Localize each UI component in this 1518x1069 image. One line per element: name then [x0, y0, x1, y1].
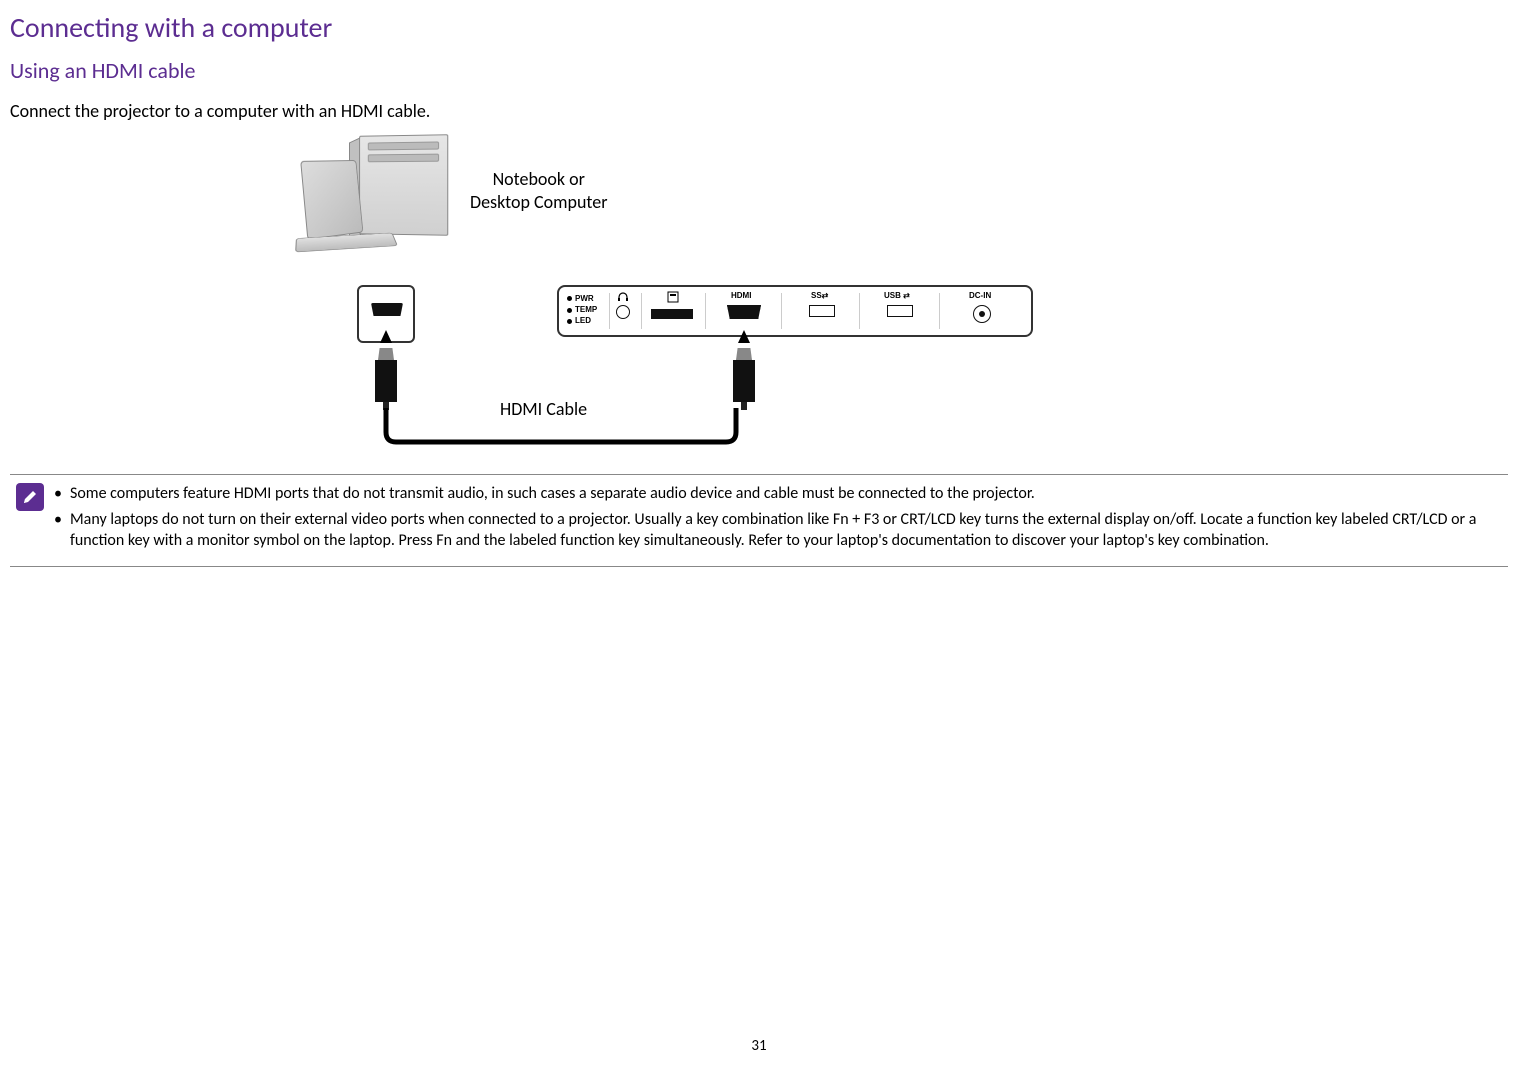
note-item: Some computers feature HDMI ports that d… — [54, 483, 1502, 505]
panel-separator — [781, 293, 782, 329]
note-item: Many laptops do not turn on their extern… — [54, 509, 1502, 552]
sd-slot — [651, 309, 693, 319]
panel-separator — [609, 293, 610, 329]
note-box: Some computers feature HDMI ports that d… — [10, 474, 1508, 567]
led-pwr: PWR — [575, 294, 594, 303]
pencil-note-icon — [16, 483, 44, 511]
ss-usb-port — [809, 305, 835, 317]
desktop-tower — [359, 134, 448, 236]
panel-separator — [705, 293, 706, 329]
panel-separator — [641, 293, 642, 329]
dcin-port — [973, 305, 991, 323]
panel-separator — [859, 293, 860, 329]
panel-led-column: PWR TEMP LED — [567, 293, 597, 327]
page-number: 31 — [0, 1037, 1518, 1055]
hdmi-port — [727, 305, 761, 319]
dcin-label: DC-IN — [969, 291, 991, 300]
arrow-into-computer-port — [380, 330, 392, 343]
laptop-lid — [300, 160, 363, 240]
page-title: Connecting with a computer — [10, 10, 1508, 45]
usb-label: USB ⇄ — [884, 291, 910, 300]
hdmi-plug-left — [375, 360, 397, 402]
headphone-icon — [617, 291, 629, 305]
ss-usb-label: SS⇄ — [811, 291, 828, 300]
hdmi-cable-label: HDMI Cable — [500, 398, 587, 420]
hdmi-plug-right — [733, 360, 755, 402]
panel-separator — [939, 293, 940, 329]
sd-icon — [667, 291, 679, 305]
hdmi-label: HDMI — [731, 291, 751, 300]
headphone-jack — [616, 305, 630, 319]
arrow-into-projector-port — [738, 330, 750, 343]
led-led: LED — [575, 316, 591, 325]
connection-diagram: Notebook or Desktop Computer PWR TEMP LE… — [10, 130, 1508, 470]
computer-label-line2: Desktop Computer — [470, 191, 608, 213]
projector-back-panel: PWR TEMP LED HDMI SS⇄ USB ⇄ DC-IN — [557, 285, 1033, 337]
led-temp: TEMP — [575, 305, 597, 314]
intro-text: Connect the projector to a computer with… — [10, 100, 1508, 122]
computer-label-line1: Notebook or — [493, 168, 585, 190]
note-list: Some computers feature HDMI ports that d… — [54, 483, 1502, 556]
computer-label: Notebook or Desktop Computer — [470, 168, 608, 215]
page-subtitle: Using an HDMI cable — [10, 57, 1508, 84]
usb-port — [887, 305, 913, 317]
